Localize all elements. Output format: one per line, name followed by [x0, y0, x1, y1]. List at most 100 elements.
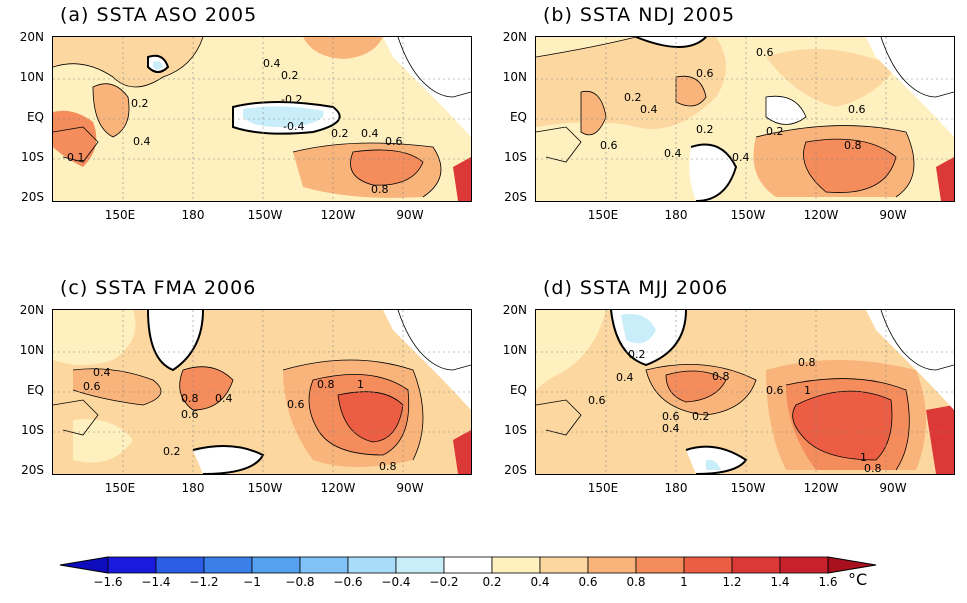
- lon-tick: 150E: [104, 208, 136, 222]
- lon-tick: 120W: [320, 481, 356, 495]
- contour-label: 0.6: [287, 398, 305, 411]
- contour-label: 0.6: [696, 67, 714, 80]
- colorbar-tick-label: 1.2: [722, 575, 742, 589]
- colorbar-swatch: [587, 556, 637, 574]
- colorbar-tick-label: 0.8: [626, 575, 646, 589]
- colorbar-tick-label: −1.2: [189, 575, 219, 589]
- colorbar-tick-label: 0.4: [530, 575, 550, 589]
- contour-label: 0.4: [133, 135, 151, 148]
- contour-label: -0.2: [281, 93, 302, 106]
- colorbar-swatch: [443, 556, 493, 574]
- contour-label: 0.6: [766, 384, 784, 397]
- contour-label: 1: [357, 378, 364, 391]
- colorbar-swatch: [539, 556, 589, 574]
- lon-tick: 150W: [730, 208, 766, 222]
- contour-label: 0.4: [662, 422, 680, 435]
- lon-tick: 180: [181, 208, 205, 222]
- lon-tick: 150W: [247, 208, 283, 222]
- colorbar-tick-label: 1: [680, 575, 688, 589]
- contour-label: 0.2: [281, 69, 299, 82]
- panel-title: (a) SSTA ASO 2005: [60, 4, 258, 26]
- contour-label: 0.1: [67, 151, 85, 164]
- lat-tick: 20S: [504, 190, 527, 204]
- lat-tick: 10N: [502, 343, 527, 357]
- contour-label: 0.4: [263, 57, 281, 70]
- colorbar-swatch: [203, 556, 253, 574]
- contour-label: 0.4: [93, 366, 111, 379]
- contour-label: 0.8: [864, 462, 882, 474]
- lon-tick: 120W: [803, 481, 839, 495]
- contour-label: 0.2: [696, 123, 714, 136]
- contour-label: 0.6: [848, 103, 866, 116]
- lat-tick: EQ: [509, 383, 527, 397]
- contour-label: 0.8: [379, 460, 397, 473]
- colorbar-swatch: [635, 556, 685, 574]
- contour-label: 1: [860, 451, 867, 464]
- contour-label: 0.8: [798, 356, 816, 369]
- panel-c: (c) SSTA FMA 2006: [0, 273, 472, 503]
- panel-a: (a) SSTA ASO 2005: [0, 0, 472, 230]
- colorbar-tick-label: −0.6: [333, 575, 363, 589]
- colorbar-swatch: [395, 556, 445, 574]
- contour-label: 0.6: [600, 139, 618, 152]
- contour-label: 0.4: [664, 147, 682, 160]
- colorbar-tick-label: −0.8: [285, 575, 315, 589]
- panel-d: (d) SSTA MJJ 2006: [483, 273, 955, 503]
- colorbar-tick-label: 0.2: [482, 575, 502, 589]
- colorbar-swatch: [683, 556, 733, 574]
- colorbar-tick-label: 1.6: [818, 575, 838, 589]
- lon-tick: 120W: [803, 208, 839, 222]
- lon-tick: 150E: [104, 481, 136, 495]
- contour-label: 0.2: [624, 91, 642, 104]
- lat-tick: 10S: [21, 150, 44, 164]
- contour-label: 0.4: [640, 103, 658, 116]
- contour-label: 0.2: [163, 445, 181, 458]
- colorbar-swatch: [155, 556, 205, 574]
- lon-tick: 90W: [396, 208, 424, 222]
- contour-label: 0.8: [181, 392, 199, 405]
- panel-title: (b) SSTA NDJ 2005: [543, 4, 736, 26]
- lat-tick: 10N: [19, 70, 44, 84]
- lat-tick: EQ: [26, 383, 44, 397]
- contour-label: 0.6: [662, 410, 680, 423]
- contour-label: -0.4: [283, 120, 304, 133]
- colorbar-tick-label: −0.4: [381, 575, 411, 589]
- colorbar-swatch: [779, 556, 829, 574]
- contour-label: 0.8: [371, 183, 389, 196]
- contour-label: 0.4: [361, 127, 379, 140]
- lon-tick: 150W: [730, 481, 766, 495]
- contour-label: 0.2: [131, 97, 149, 110]
- map-plot: 0.4 0.6 0.8 0.4 0.6 0.6 0.8 1 0.2 0.8: [52, 309, 472, 475]
- contour-label: 0.4: [616, 371, 634, 384]
- contour-label: 0.2: [766, 125, 784, 138]
- colorbar-swatch: [299, 556, 349, 574]
- lat-tick: 20N: [19, 30, 44, 44]
- map-plot: 0.2 0.4 0.8 0.6 0.8 1 0.6 0.2 0.4 0.6 1 …: [535, 309, 955, 475]
- contour-label: 0.4: [732, 151, 750, 164]
- colorbar: −1.6 −1.4 −1.2 −1 −0.8 −0.6 −0.4 −0.2 0.2 0.4 0.6 0…: [0, 545, 967, 603]
- colorbar-unit: °C: [848, 570, 868, 589]
- sst-anomaly-map: 0.6 0.6 0.2 0.4 0.2 0.6 0.2 0.4 0.8 0.4 …: [536, 37, 954, 201]
- contour-label: 0.6: [385, 135, 403, 148]
- colorbar-tick-label: 1.4: [770, 575, 790, 589]
- contour-label: 0.6: [83, 380, 101, 393]
- lat-tick: 10N: [19, 343, 44, 357]
- sst-anomaly-map: 0.4 0.2 0.2 0.4 -0.2 -0.4 0.2 0.4 0.6 0.…: [53, 37, 471, 201]
- lat-tick: 10S: [504, 150, 527, 164]
- colorbar-end-low: [59, 556, 109, 574]
- colorbar-swatches: [59, 556, 877, 574]
- sst-anomaly-map: 0.2 0.4 0.8 0.6 0.8 1 0.6 0.2 0.4 0.6 1 …: [536, 310, 954, 474]
- colorbar-swatch: [731, 556, 781, 574]
- lon-tick: 180: [664, 208, 688, 222]
- lat-tick: 10S: [21, 423, 44, 437]
- contour-label: 0.6: [756, 46, 774, 59]
- contour-label: 1: [804, 384, 811, 397]
- colorbar-swatch: [107, 556, 157, 574]
- lon-tick: 90W: [879, 481, 907, 495]
- panel-title: (d) SSTA MJJ 2006: [543, 277, 729, 299]
- lon-tick: 120W: [320, 208, 356, 222]
- contour-label: 0.8: [844, 139, 862, 152]
- contour-label: 0.2: [692, 410, 710, 423]
- lon-tick: 180: [181, 481, 205, 495]
- lat-tick: EQ: [509, 110, 527, 124]
